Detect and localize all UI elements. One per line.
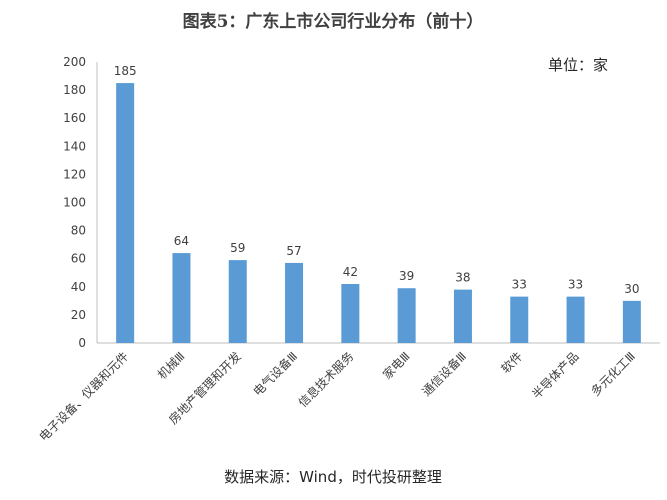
data-label: 39 [399, 269, 414, 283]
bar [116, 83, 135, 343]
y-tick-label: 40 [71, 280, 86, 294]
bar [228, 260, 247, 343]
y-tick-label: 180 [63, 83, 86, 97]
bar [341, 283, 360, 343]
category-label: 机械Ⅲ [154, 349, 187, 382]
data-labels: 185 64 59 57 42 39 38 33 33 30 [114, 64, 640, 296]
data-label: 33 [512, 278, 527, 292]
data-label: 185 [114, 64, 137, 78]
bars [116, 83, 641, 343]
y-tick-label: 60 [71, 252, 86, 266]
y-tick-label: 80 [71, 224, 86, 238]
data-label: 59 [230, 241, 245, 255]
source-note: 数据来源：Wind，时代投研整理 [224, 468, 442, 486]
category-label: 通信设备Ⅲ [419, 349, 469, 399]
y-tick-label: 100 [63, 196, 86, 210]
bar [622, 300, 641, 343]
y-tick-label: 160 [63, 111, 86, 125]
category-label: 电子设备、仪器和元件 [37, 349, 132, 444]
bar [510, 296, 529, 343]
category-label: 半导体产品 [529, 349, 581, 401]
category-label: 软件 [498, 349, 525, 376]
y-tick-label: 140 [63, 139, 86, 153]
y-tick-label: 20 [71, 308, 86, 322]
y-tick-label: 120 [63, 167, 86, 181]
category-label: 家电Ⅲ [379, 349, 412, 382]
category-label: 电气设备Ⅲ [250, 349, 300, 399]
category-label: 多元化工Ⅲ [588, 349, 638, 399]
bar [453, 289, 472, 343]
data-label: 64 [174, 234, 189, 248]
chart-title: 图表5：广东上市公司行业分布（前十） [183, 11, 484, 32]
data-label: 38 [455, 271, 470, 285]
bar [285, 262, 304, 343]
y-tick-label: 0 [78, 336, 86, 350]
data-label: 42 [343, 265, 358, 279]
y-tick-label: 200 [63, 55, 86, 69]
bar [172, 253, 191, 343]
category-label: 信息技术服务 [295, 349, 357, 411]
data-label: 57 [286, 244, 301, 258]
y-axis-ticks: 0 20 40 60 80 100 120 140 160 180 200 [63, 55, 86, 350]
bar [566, 296, 585, 343]
data-label: 33 [568, 278, 583, 292]
bar [397, 288, 416, 343]
unit-label: 单位：家 [548, 56, 608, 74]
data-label: 30 [624, 282, 639, 296]
